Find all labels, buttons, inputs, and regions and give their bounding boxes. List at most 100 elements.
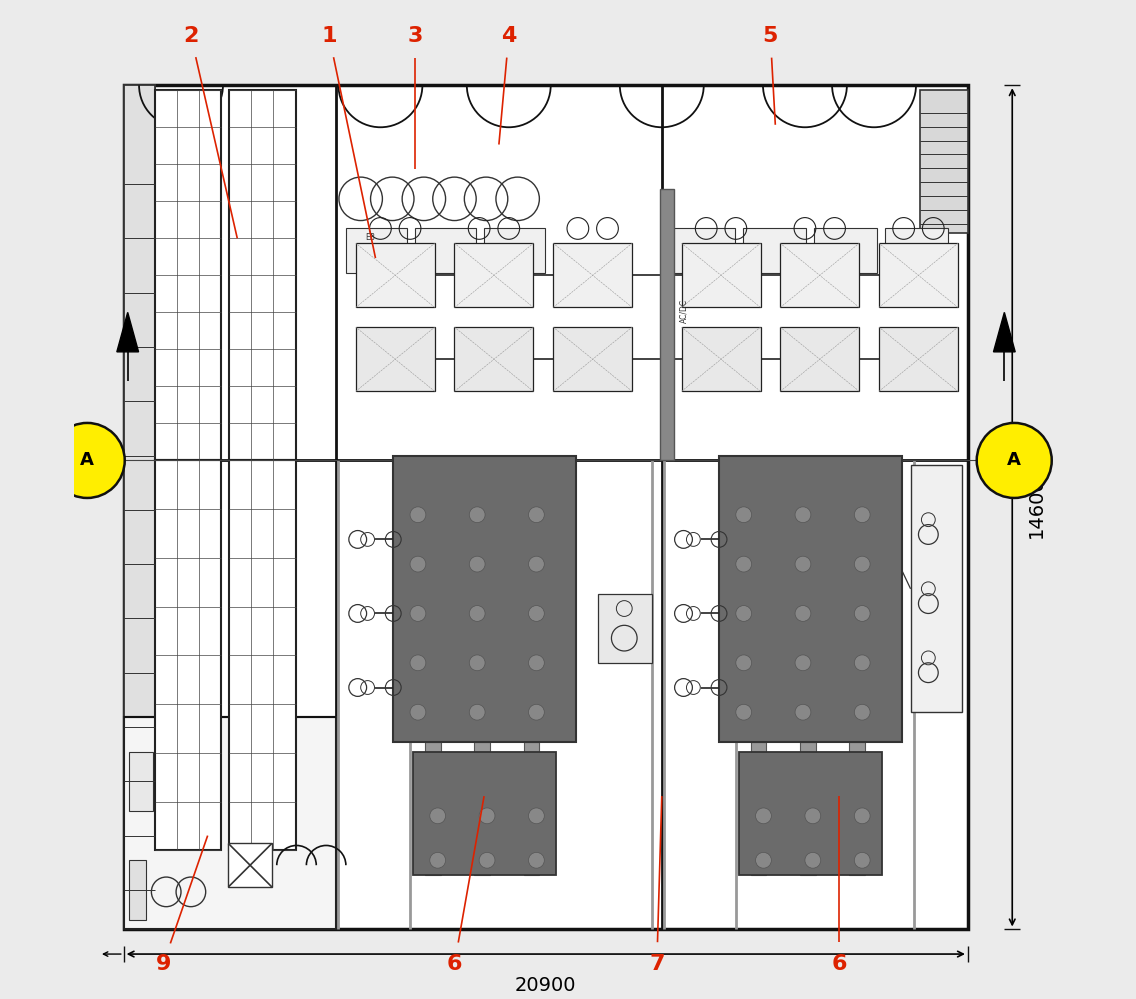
Circle shape <box>429 852 445 868</box>
Circle shape <box>805 808 820 824</box>
Circle shape <box>795 556 811 572</box>
Bar <box>124 85 156 929</box>
Circle shape <box>469 655 485 670</box>
Bar <box>751 742 767 875</box>
Circle shape <box>479 808 495 824</box>
Text: 2: 2 <box>183 26 199 46</box>
Bar <box>156 90 222 461</box>
Text: 9: 9 <box>156 954 170 974</box>
Text: 20900: 20900 <box>515 976 577 995</box>
Circle shape <box>528 605 544 621</box>
Bar <box>743 229 805 273</box>
Bar <box>879 244 958 308</box>
Bar <box>719 456 902 742</box>
Bar <box>598 593 652 662</box>
Bar <box>738 751 882 875</box>
Text: 3: 3 <box>408 26 423 46</box>
Bar <box>124 85 156 461</box>
Bar <box>813 229 877 273</box>
Circle shape <box>755 852 771 868</box>
Circle shape <box>755 808 771 824</box>
Circle shape <box>795 655 811 670</box>
Circle shape <box>854 704 870 720</box>
Text: 5: 5 <box>762 26 778 46</box>
Circle shape <box>50 423 125 498</box>
Circle shape <box>795 605 811 621</box>
Text: 6: 6 <box>446 954 462 974</box>
Circle shape <box>736 655 752 670</box>
Bar <box>228 843 272 887</box>
Bar <box>524 742 540 875</box>
Bar <box>682 327 760 392</box>
Circle shape <box>528 852 544 868</box>
Circle shape <box>854 655 870 670</box>
Bar <box>671 229 735 273</box>
Bar <box>780 327 859 392</box>
Bar <box>425 742 441 875</box>
Bar <box>156 461 222 850</box>
Circle shape <box>469 506 485 522</box>
Circle shape <box>429 808 445 824</box>
Circle shape <box>410 605 426 621</box>
Polygon shape <box>117 313 139 352</box>
Polygon shape <box>994 313 1016 352</box>
Bar <box>345 229 407 273</box>
Bar <box>454 327 534 392</box>
Circle shape <box>854 808 870 824</box>
Bar <box>124 717 336 929</box>
Circle shape <box>469 704 485 720</box>
Bar <box>780 244 859 308</box>
Text: AC/DC: AC/DC <box>679 299 688 324</box>
Circle shape <box>736 605 752 621</box>
Circle shape <box>736 704 752 720</box>
Circle shape <box>736 506 752 522</box>
Text: 4: 4 <box>501 26 517 46</box>
Circle shape <box>528 506 544 522</box>
Text: 14600: 14600 <box>1027 477 1046 538</box>
Bar <box>920 90 968 234</box>
Circle shape <box>410 704 426 720</box>
Bar <box>415 229 476 273</box>
Circle shape <box>854 556 870 572</box>
Circle shape <box>854 852 870 868</box>
Circle shape <box>528 556 544 572</box>
Circle shape <box>410 655 426 670</box>
Circle shape <box>469 605 485 621</box>
Text: 1: 1 <box>321 26 337 46</box>
Circle shape <box>854 605 870 621</box>
Bar <box>229 90 295 461</box>
Circle shape <box>528 808 544 824</box>
Bar <box>414 751 557 875</box>
Bar <box>356 327 435 392</box>
Bar <box>885 229 949 273</box>
Circle shape <box>795 704 811 720</box>
Bar <box>553 327 632 392</box>
Circle shape <box>977 423 1052 498</box>
Bar <box>553 244 632 308</box>
Bar <box>911 466 962 712</box>
Bar <box>128 860 147 919</box>
Bar <box>124 85 968 929</box>
Bar <box>879 327 958 392</box>
Circle shape <box>469 556 485 572</box>
Bar <box>800 742 816 875</box>
Bar <box>128 751 153 811</box>
Text: A: A <box>81 452 94 470</box>
Circle shape <box>795 506 811 522</box>
Circle shape <box>410 556 426 572</box>
Circle shape <box>528 655 544 670</box>
Circle shape <box>410 506 426 522</box>
Text: A: A <box>1008 452 1021 470</box>
Bar <box>229 461 295 850</box>
Bar <box>850 742 866 875</box>
Circle shape <box>528 704 544 720</box>
Bar <box>474 742 490 875</box>
Circle shape <box>854 506 870 522</box>
Circle shape <box>479 852 495 868</box>
Bar <box>484 229 545 273</box>
Bar <box>393 456 576 742</box>
Bar <box>660 189 674 461</box>
Text: 6: 6 <box>832 954 847 974</box>
Bar <box>682 244 760 308</box>
Text: 7: 7 <box>649 954 665 974</box>
